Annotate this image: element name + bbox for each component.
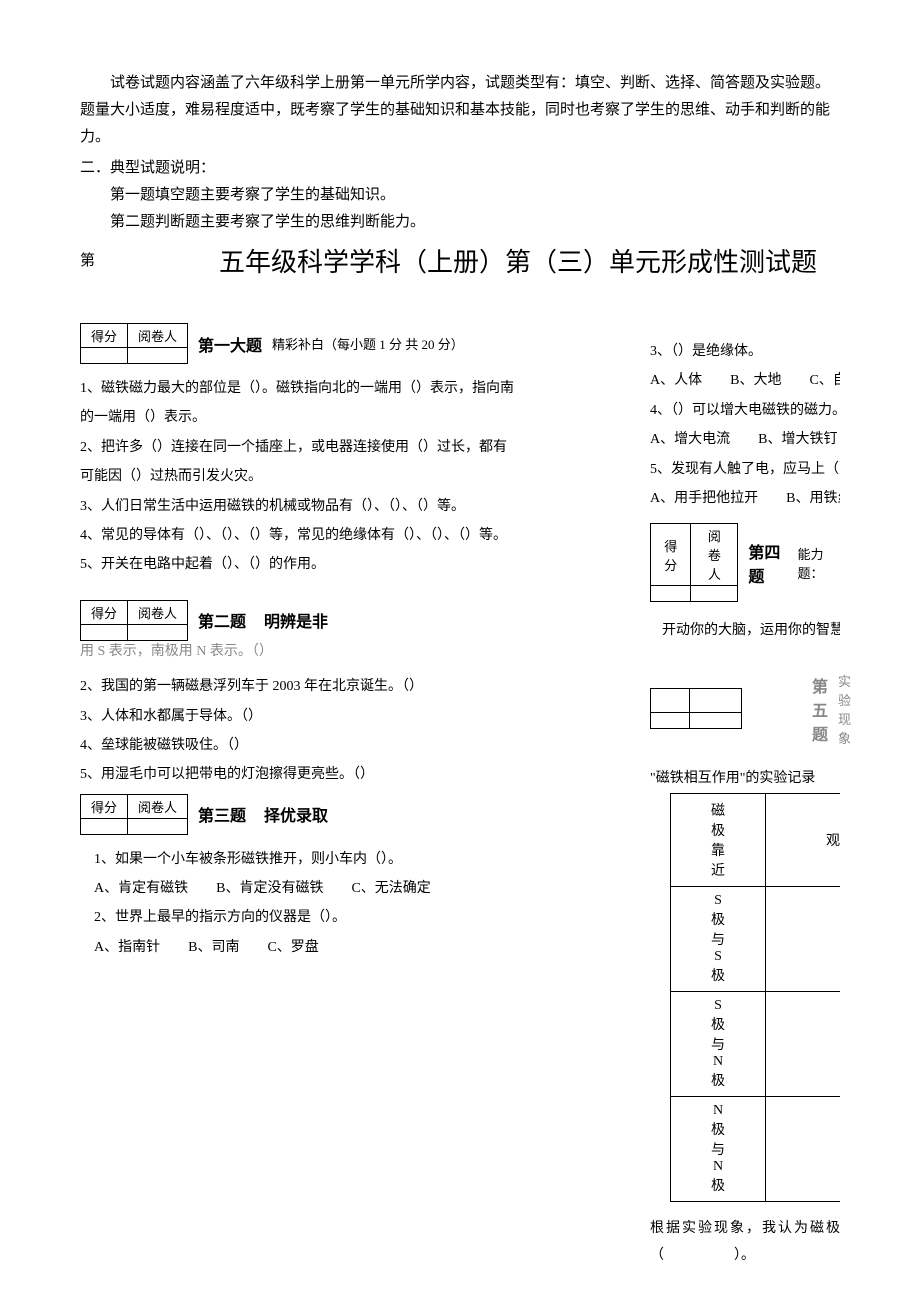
table-cell — [766, 1096, 841, 1201]
grader-label: 阅卷人 — [128, 324, 188, 348]
exam-title: 五年级科学学科（上册）第（三）单元形成性测试题 — [219, 248, 817, 277]
s2-ghost: 用 S 表示，南极用 N 表示。（） — [80, 637, 600, 666]
score-label: 得分 — [81, 600, 128, 624]
table-cell — [766, 886, 841, 991]
section1-subtitle: 精彩补白（每小题 1 分 共 20 分） — [272, 334, 464, 353]
r-q5: 5、发现有人触了电，应马上（）。 — [650, 455, 840, 484]
s3-q1-options: A、肯定有磁铁 B、肯定没有磁铁 C、无法确定 — [94, 874, 600, 903]
grader-cell — [128, 348, 188, 364]
r-q4: 4、（）可以增大电磁铁的磁力。 — [650, 396, 840, 425]
table-row-3: N 极与 N 极 — [671, 1096, 766, 1201]
s3-q2: 2、世界上最早的指示方向的仪器是（）。 — [94, 903, 600, 932]
section5-sub-ghost: 实验现象 — [838, 671, 851, 747]
score-box-5 — [650, 688, 742, 729]
r-q5-options: A、用手把他拉开 B、用铁丝把电线拨开 — [650, 484, 840, 513]
table-header-1: 磁极靠近 — [671, 793, 766, 886]
grader-cell — [128, 818, 188, 834]
section4-head: 得分阅卷人 第四题 能力题： — [650, 523, 840, 602]
table-header-2: 观 — [766, 793, 841, 886]
grader-cell — [690, 713, 742, 729]
conclusion-line1: 根据实验现象，我认为磁极相互作用的 — [650, 1216, 840, 1243]
grader-label: 阅卷人 — [691, 524, 738, 586]
score-box-3: 得分阅卷人 — [80, 794, 188, 835]
page: 试卷试题内容涵盖了六年级科学上册第一单元所学内容，试题类型有：填空、判断、选择、… — [0, 0, 920, 1309]
right-column: 3、（）是绝缘体。 A、人体 B、大地 C、自来水 D 4、（）可以增大电磁铁的… — [650, 303, 840, 1269]
table-cell — [766, 991, 841, 1096]
section2-title: 第二题 — [198, 608, 246, 632]
intro-line-2: 第二题判断题主要考察了学生的思维判断能力。 — [80, 209, 840, 236]
section1-title: 第一大题 — [198, 332, 262, 356]
s3-q2-options: A、指南针 B、司南 C、罗盘 — [94, 933, 600, 962]
section2-subtitle: 明辨是非 — [264, 608, 328, 632]
section5-title-ghost: 第五题 — [812, 673, 828, 745]
section1-questions: 1、磁铁磁力最大的部位是（）。磁铁指向北的一端用（）表示，指向南 的一端用（）表… — [80, 374, 600, 580]
left-column: 得分阅卷人 第一大题 精彩补白（每小题 1 分 共 20 分） 1、磁铁磁力最大… — [80, 303, 600, 962]
r-q3-options: A、人体 B、大地 C、自来水 D — [650, 366, 840, 395]
s3-q1: 1、如果一个小车被条形磁铁推开，则小车内（）。 — [94, 845, 600, 874]
section3-head: 得分阅卷人 第三题 择优录取 — [80, 794, 600, 835]
s1-q4: 4、常见的导体有（）、（）、（）等，常见的绝缘体有（）、（）、（）等。 — [80, 521, 600, 550]
table-row-1: S 极与 S 极 — [671, 886, 766, 991]
table-row-2: S 极与 N 极 — [671, 991, 766, 1096]
score-label — [651, 689, 690, 713]
section-two-heading: 二．典型试题说明： — [80, 155, 840, 182]
grader-label: 阅卷人 — [128, 794, 188, 818]
intro-paragraph: 试卷试题内容涵盖了六年级科学上册第一单元所学内容，试题类型有：填空、判断、选择、… — [80, 70, 840, 151]
r-q3: 3、（）是绝缘体。 — [650, 337, 840, 366]
section1-head: 得分阅卷人 第一大题 精彩补白（每小题 1 分 共 20 分） — [80, 323, 600, 364]
section4-subtitle: 能力题： — [798, 544, 840, 582]
s4-paragraph: 开动你的大脑，运用你的智慧，画出一只小灯泡……制的电路图。 — [650, 618, 840, 645]
score-label: 得分 — [81, 324, 128, 348]
right-q-cont: 3、（）是绝缘体。 A、人体 B、大地 C、自来水 D 4、（）可以增大电磁铁的… — [650, 337, 840, 513]
r-q4-options: A、增大电流 B、增大铁钉 C — [650, 425, 840, 454]
grader-label: 阅卷人 — [128, 600, 188, 624]
s2-q3: 3、人体和水都属于导体。（） — [80, 702, 600, 731]
score-label: 得分 — [651, 524, 691, 586]
grader-cell — [691, 586, 738, 602]
s1-q1b: 的一端用（）表示。 — [80, 403, 600, 432]
section3-questions: 1、如果一个小车被条形磁铁推开，则小车内（）。 A、肯定有磁铁 B、肯定没有磁铁… — [80, 845, 600, 963]
score-cell — [81, 818, 128, 834]
s1-q5: 5、开关在电路中起着（）、（）的作用。 — [80, 550, 600, 579]
experiment-caption: "磁铁相互作用"的实验记录 — [650, 767, 840, 787]
s2-q4: 4、垒球能被磁铁吸住。（） — [80, 731, 600, 760]
conclusion-line2: （ ）。 — [650, 1243, 840, 1270]
score-cell — [81, 348, 128, 364]
section3-subtitle: 择优录取 — [264, 802, 328, 826]
s2-q2: 2、我国的第一辆磁悬浮列车于 2003 年在北京诞生。（） — [80, 672, 600, 701]
experiment-table: 磁极靠近 观 S 极与 S 极 S 极与 N 极 N 极与 N 极 — [670, 793, 840, 1202]
score-box-1: 得分阅卷人 — [80, 323, 188, 364]
section3-title: 第三题 — [198, 802, 246, 826]
truncated-line: 第 — [80, 253, 95, 269]
intro-line-1: 第一题填空题主要考察了学生的基础知识。 — [80, 182, 840, 209]
section4-title: 第四题 — [748, 539, 787, 587]
s1-q2: 2、把许多（）连接在同一个插座上，或电器连接使用（）过长，都有 — [80, 433, 600, 462]
score-box-4: 得分阅卷人 — [650, 523, 738, 602]
section2-head: 得分阅卷人 第二题 明辨是非 — [80, 600, 600, 641]
s1-q3: 3、人们日常生活中运用磁铁的机械或物品有（）、（）、（）等。 — [80, 492, 600, 521]
section2-questions: 用 S 表示，南极用 N 表示。（） 2、我国的第一辆磁悬浮列车于 2003 年… — [80, 643, 600, 790]
columns: 得分阅卷人 第一大题 精彩补白（每小题 1 分 共 20 分） 1、磁铁磁力最大… — [80, 303, 840, 1269]
title-band: 第 五年级科学学科（上册）第（三）单元形成性测试题 — [80, 242, 840, 279]
s1-q2b: 可能因（）过热而引发火灾。 — [80, 462, 600, 491]
section5-head: 第五题 实验现象 — [650, 671, 840, 747]
s1-q1: 1、磁铁磁力最大的部位是（）。磁铁指向北的一端用（）表示，指向南 — [80, 374, 600, 403]
s2-q5: 5、用湿毛巾可以把带电的灯泡擦得更亮些。（） — [80, 760, 600, 789]
intro-block: 试卷试题内容涵盖了六年级科学上册第一单元所学内容，试题类型有：填空、判断、选择、… — [80, 70, 840, 236]
score-cell — [651, 586, 691, 602]
score-label: 得分 — [81, 794, 128, 818]
grader-label — [690, 689, 742, 713]
score-box-2: 得分阅卷人 — [80, 600, 188, 641]
score-cell — [651, 713, 690, 729]
